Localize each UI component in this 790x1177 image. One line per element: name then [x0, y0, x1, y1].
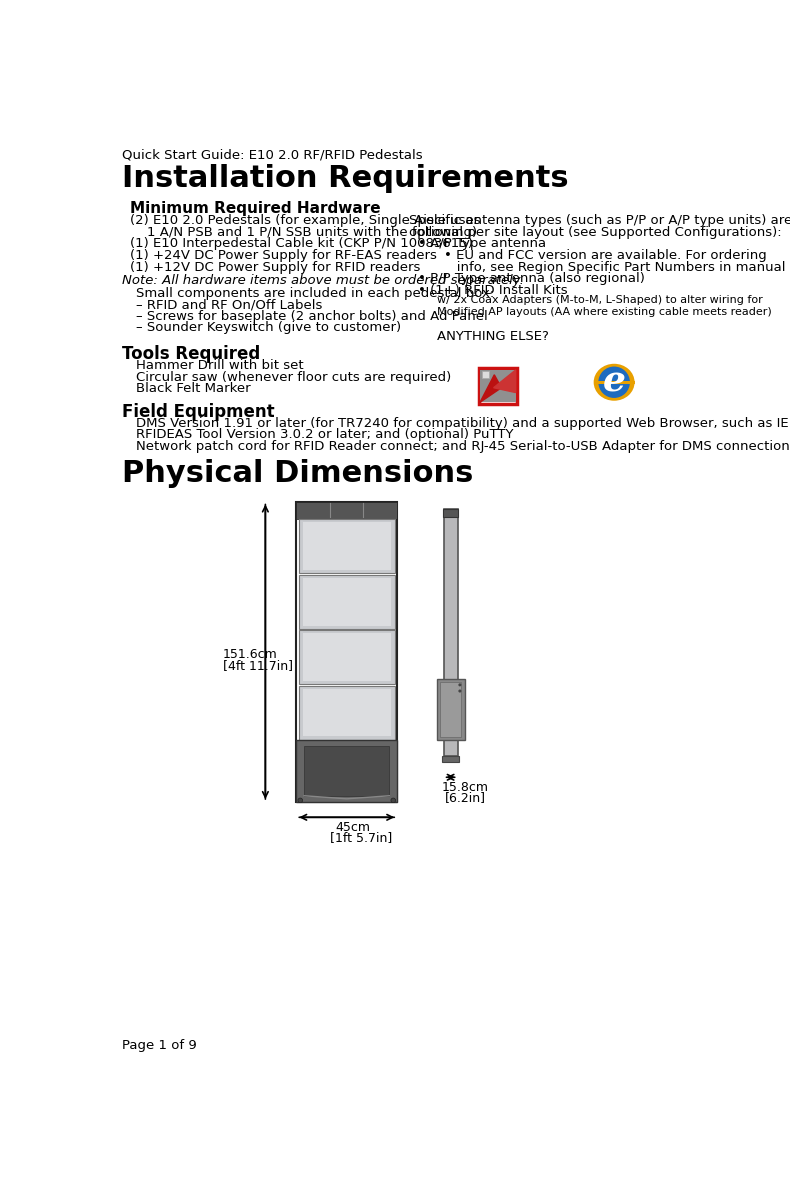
Bar [442, 756, 459, 762]
Bar [296, 740, 397, 802]
Text: [4ft 11.7in]: [4ft 11.7in] [223, 659, 293, 672]
Bar [437, 679, 465, 740]
Text: Black Felt Marker: Black Felt Marker [136, 383, 250, 395]
Circle shape [458, 684, 461, 686]
Text: Installation Requirements: Installation Requirements [122, 165, 569, 193]
Bar [299, 519, 395, 573]
Bar [443, 510, 458, 517]
Text: Circular saw (whenever floor cuts are required): Circular saw (whenever floor cuts are re… [136, 371, 451, 384]
Bar [440, 681, 461, 737]
Bar [299, 630, 395, 684]
Text: Quick Start Guide: E10 2.0 RF/RFID Pedestals: Quick Start Guide: E10 2.0 RF/RFID Pedes… [122, 149, 423, 162]
Bar [303, 689, 391, 737]
Text: Physical Dimensions: Physical Dimensions [122, 459, 473, 488]
Text: e: e [603, 365, 626, 399]
Text: Small components are included in each pedestal box:: Small components are included in each pe… [136, 287, 495, 300]
Text: 1 A/N PSB and 1 P/N SSB units with the following): 1 A/N PSB and 1 P/N SSB units with the f… [130, 226, 477, 239]
Text: Minimum Required Hardware: Minimum Required Hardware [130, 201, 380, 217]
Text: Hammer Drill with bit set: Hammer Drill with bit set [136, 359, 303, 372]
Bar [303, 523, 391, 570]
Text: Note: All hardware items above must be ordered separately.: Note: All hardware items above must be o… [122, 274, 524, 287]
Text: (1) E10 Interpedestal Cable kit (CKP P/N 10083615): (1) E10 Interpedestal Cable kit (CKP P/N… [130, 238, 472, 251]
Bar [303, 578, 391, 625]
Circle shape [298, 798, 303, 803]
Bar [444, 510, 457, 756]
Text: optional per site layout (see Supported Configurations):: optional per site layout (see Supported … [408, 226, 781, 239]
Text: 15.8cm: 15.8cm [442, 782, 488, 794]
Ellipse shape [593, 364, 634, 400]
Text: Network patch cord for RFID Reader connect; and RJ-45 Serial-to-USB Adapter for : Network patch cord for RFID Reader conne… [136, 440, 790, 453]
Text: Field Equipment: Field Equipment [122, 403, 275, 421]
Bar [593, 380, 634, 384]
Text: ANYTHING ELSE?: ANYTHING ELSE? [437, 330, 548, 343]
Text: DMS Version 1.91 or later (for TR7240 for compatibility) and a supported Web Bro: DMS Version 1.91 or later (for TR7240 fo… [136, 417, 790, 430]
Bar [303, 633, 391, 681]
Text: (1) +12V DC Power Supply for RFID readers: (1) +12V DC Power Supply for RFID reader… [130, 260, 420, 273]
Text: • EU and FCC version are available. For ordering: • EU and FCC version are available. For … [427, 250, 767, 262]
Polygon shape [480, 374, 502, 403]
Text: Tools Required: Tools Required [122, 345, 260, 364]
Text: 151.6cm: 151.6cm [223, 647, 277, 661]
Bar [296, 501, 397, 519]
Text: 45cm: 45cm [335, 822, 371, 834]
Text: [6.2in]: [6.2in] [445, 791, 485, 804]
Text: • (1+) RFID Install Kits: • (1+) RFID Install Kits [418, 284, 568, 297]
Text: (1) +24V DC Power Supply for RF-EAS readers: (1) +24V DC Power Supply for RF-EAS read… [130, 250, 437, 262]
Text: • P/P Type antenna (also regional): • P/P Type antenna (also regional) [418, 272, 645, 285]
Text: – Sounder Keyswitch (give to customer): – Sounder Keyswitch (give to customer) [136, 321, 401, 334]
Text: – Screws for baseplate (2 anchor bolts) and Ad Panel: – Screws for baseplate (2 anchor bolts) … [136, 310, 487, 322]
Text: Modified AP layouts (AA where existing cable meets reader): Modified AP layouts (AA where existing c… [437, 307, 771, 317]
Circle shape [391, 798, 396, 803]
Polygon shape [494, 370, 516, 393]
Text: – RFID and RF On/Off Labels: – RFID and RF On/Off Labels [136, 298, 322, 312]
Bar [480, 370, 516, 403]
Circle shape [598, 366, 630, 398]
Bar [483, 372, 488, 378]
Circle shape [458, 690, 461, 692]
Text: [1ft 5.7in]: [1ft 5.7in] [329, 831, 392, 844]
Bar [304, 746, 389, 796]
Bar [299, 574, 395, 629]
Text: info, see Region Specific Part Numbers in manual: info, see Region Specific Part Numbers i… [427, 260, 786, 273]
Bar [299, 686, 395, 739]
Text: • A/P Type antenna: • A/P Type antenna [418, 238, 546, 251]
Bar [479, 368, 517, 404]
Text: Specific antenna types (such as P/P or A/P type units) are: Specific antenna types (such as P/P or A… [408, 214, 790, 227]
Text: Page 1 of 9: Page 1 of 9 [122, 1039, 197, 1052]
Text: w/ 2x Coax Adapters (M-to-M, L-Shaped) to alter wiring for: w/ 2x Coax Adapters (M-to-M, L-Shaped) t… [437, 295, 762, 305]
Bar [296, 501, 397, 802]
Text: RFIDEAS Tool Version 3.0.2 or later; and (optional) PuTTY: RFIDEAS Tool Version 3.0.2 or later; and… [136, 428, 514, 441]
Text: (2) E10 2.0 Pedestals (for example, Single Aisle uses: (2) E10 2.0 Pedestals (for example, Sing… [130, 214, 480, 227]
